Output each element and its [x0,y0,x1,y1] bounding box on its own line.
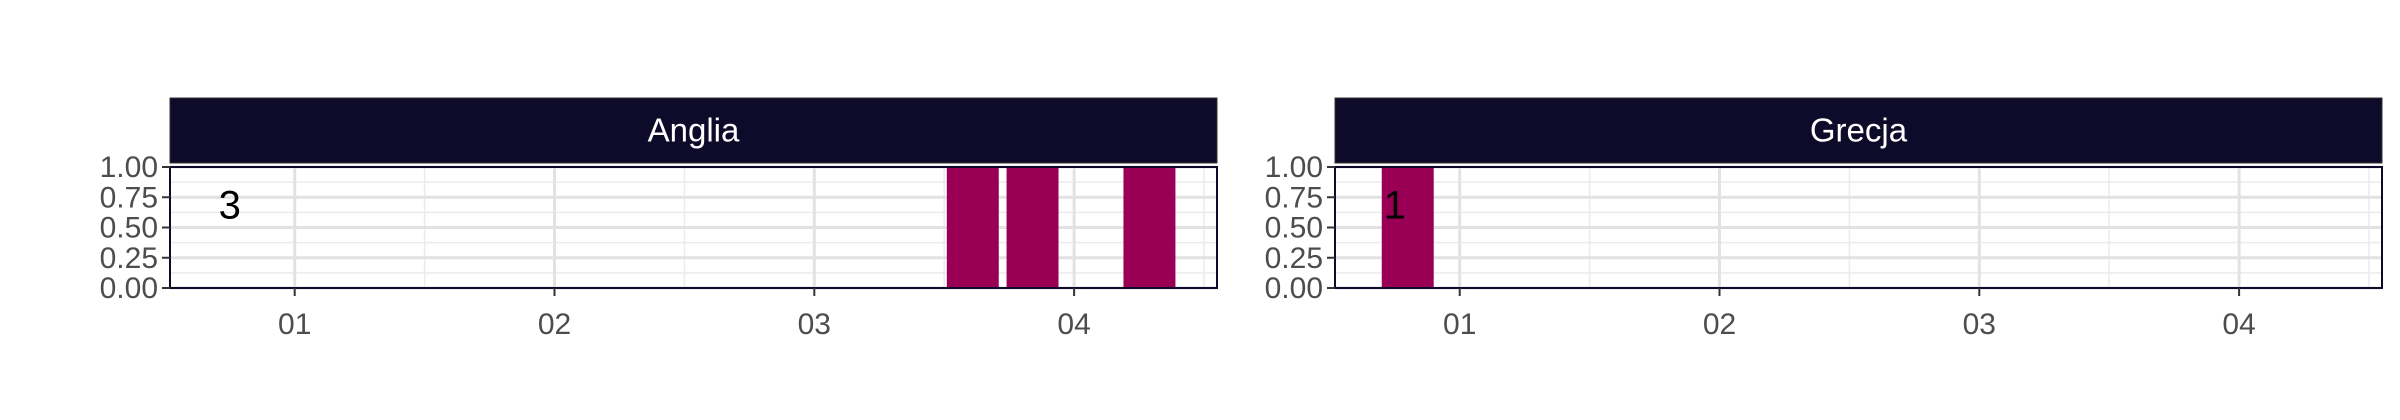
x-tick-label: 03 [1963,308,1996,341]
x-tick-label: 04 [2222,308,2255,341]
x-tick-label: 03 [798,308,831,341]
count-label: 3 [219,183,241,227]
y-tick-label: 0.25 [1265,242,1323,275]
x-tick-label: 02 [538,308,571,341]
y-tick-label: 0.75 [100,181,158,214]
panel-grecja: Grecja 1 0.000.250.500.751.00 01 02 03 04 [1265,97,2383,341]
y-tick-label: 0.50 [100,212,158,245]
y-tick-label: 0.75 [1265,181,1323,214]
strip-label: Grecja [1810,112,1908,149]
y-tick-label: 1.00 [1265,151,1323,184]
panel-anglia: Anglia 3 0.000.250.500.751.00 01 02 03 04 [100,97,1218,341]
data-bar [1123,167,1176,288]
strip-background [1334,97,2383,164]
y-tick-label: 0.50 [1265,212,1323,245]
x-tick-label: 02 [1703,308,1736,341]
x-tick-label: 01 [278,308,311,341]
y-tick-label: 0.00 [100,272,158,305]
y-tick-label: 0.25 [100,242,158,275]
strip-label: Anglia [648,112,740,149]
count-label: 1 [1384,183,1406,227]
data-bar [1006,167,1059,288]
strip-background [169,97,1218,164]
y-tick-label: 1.00 [100,151,158,184]
data-bar [1381,167,1434,288]
data-bar [946,167,999,288]
x-tick-label: 04 [1057,308,1090,341]
y-tick-label: 0.00 [1265,272,1323,305]
x-tick-label: 01 [1443,308,1476,341]
